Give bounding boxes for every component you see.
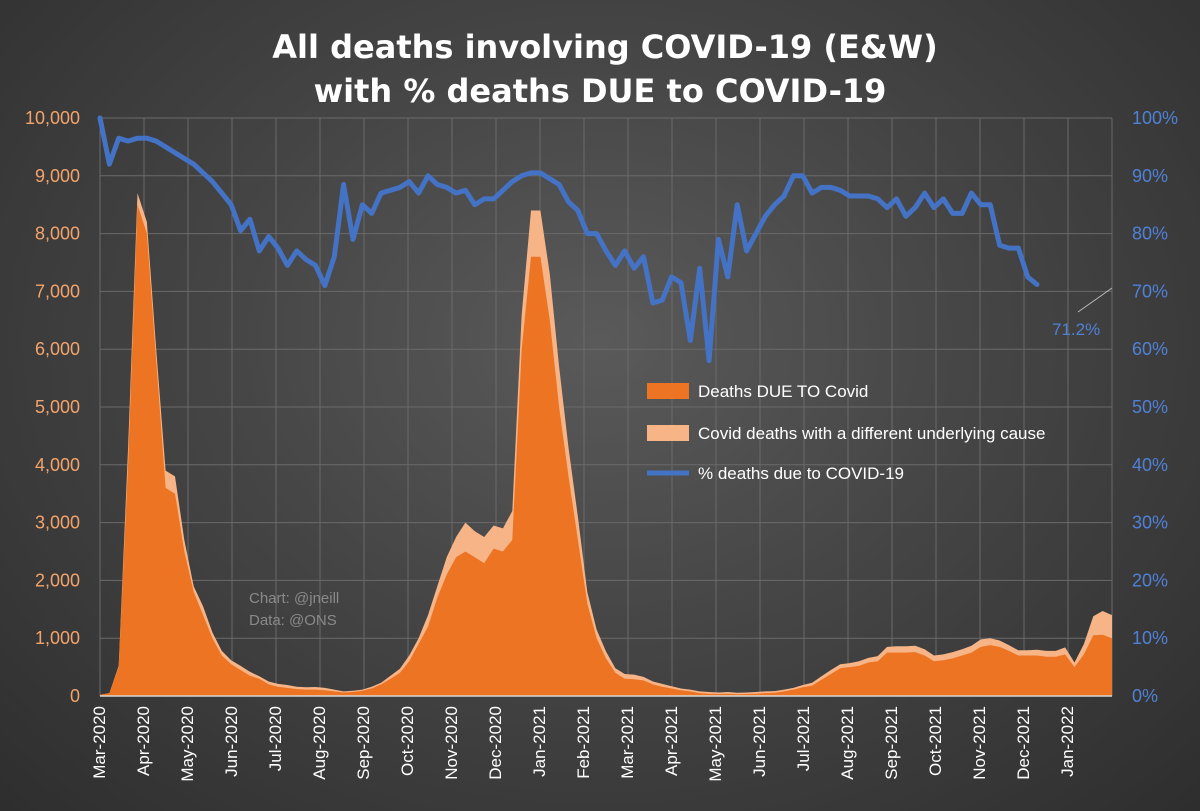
legend-label-due: Deaths DUE TO Covid [698,382,868,401]
y-left-tick-label: 8,000 [35,224,80,244]
x-tick-label: Dec-2020 [486,706,505,780]
y-left-tick-label: 2,000 [35,570,80,590]
legend-swatch-different-cause [647,425,689,441]
callout-leader [1077,287,1113,313]
legend-swatch-due [647,383,689,399]
x-tick-label: Apr-2020 [134,706,153,776]
legend-label-pct: % deaths due to COVID-19 [698,464,904,483]
y-left-tick-label: 1,000 [35,628,80,648]
x-tick-label: Apr-2021 [662,706,681,776]
x-tick-label: Oct-2020 [398,706,417,776]
legend-label-different-cause: Covid deaths with a different underlying… [698,424,1045,443]
line-pct-due-to-covid [97,115,1040,364]
y-left-tick-label: 3,000 [35,513,80,533]
y-left-tick-label: 0 [70,686,80,706]
x-tick-label: Sep-2021 [882,706,901,780]
y-right-tick-label: 90% [1132,166,1168,186]
x-tick-label: Aug-2020 [310,706,329,780]
x-tick-label: Mar-2020 [90,706,109,779]
x-tick-label: Nov-2021 [970,706,989,780]
x-tick-label: Aug-2021 [838,706,857,780]
x-tick-label: Feb-2021 [574,706,593,779]
x-tick-label: Jul-2021 [794,706,813,771]
x-tick-label: Dec-2021 [1014,706,1033,780]
callout-label: 71.2% [1052,320,1100,339]
legend: Deaths DUE TO Covid Covid deaths with a … [647,382,1045,483]
y-left-tick-label: 9,000 [35,166,80,186]
y-left-tick-label: 6,000 [35,339,80,359]
y-left-tick-label: 4,000 [35,455,80,475]
last-value-callout: 71.2% [1052,287,1113,339]
x-tick-label: Jun-2021 [750,706,769,777]
area-series [100,193,1112,696]
x-tick-label: Sep-2020 [354,706,373,780]
y-right-tick-label: 60% [1132,339,1168,359]
x-tick-label: May-2020 [178,706,197,782]
y-right-tick-label: 40% [1132,455,1168,475]
x-tick-label: Nov-2020 [442,706,461,780]
tick-labels: 0 1,000 2,000 3,000 4,000 5,000 6,000 7,000 8,00… [25,108,1178,782]
y-right-tick-label: 20% [1132,570,1168,590]
x-tick-label: Jun-2020 [222,706,241,777]
y-right-tick-label: 0% [1132,686,1158,706]
y-right-tick-label: 100% [1132,108,1178,128]
y-left-tick-label: 7,000 [35,281,80,301]
chart-subtitle: with % deaths DUE to COVID-19 [314,72,887,110]
credit-data: Data: @ONS [249,612,337,629]
y-right-tick-label: 10% [1132,628,1168,648]
y-left-tick-label: 10,000 [25,108,80,128]
y-right-tick-label: 50% [1132,397,1168,417]
x-tick-label: May-2021 [706,706,725,782]
gridlines [99,117,1113,697]
x-tick-label: Jan-2022 [1058,706,1077,777]
y-right-tick-label: 70% [1132,281,1168,301]
x-tick-label: Jul-2020 [266,706,285,771]
y-right-tick-label: 80% [1132,224,1168,244]
area-due-to-covid [100,204,1112,696]
chart-title: All deaths involving COVID-19 (E&W) [272,28,937,66]
x-tick-label: Mar-2021 [618,706,637,779]
y-right-tick-label: 30% [1132,513,1168,533]
x-tick-label: Oct-2021 [926,706,945,776]
x-tick-label: Jan-2021 [530,706,549,777]
y-left-tick-label: 5,000 [35,397,80,417]
credit-chart: Chart: @jneill [249,590,339,607]
line-series [97,115,1040,364]
credits: Chart: @jneill Data: @ONS [249,590,339,629]
